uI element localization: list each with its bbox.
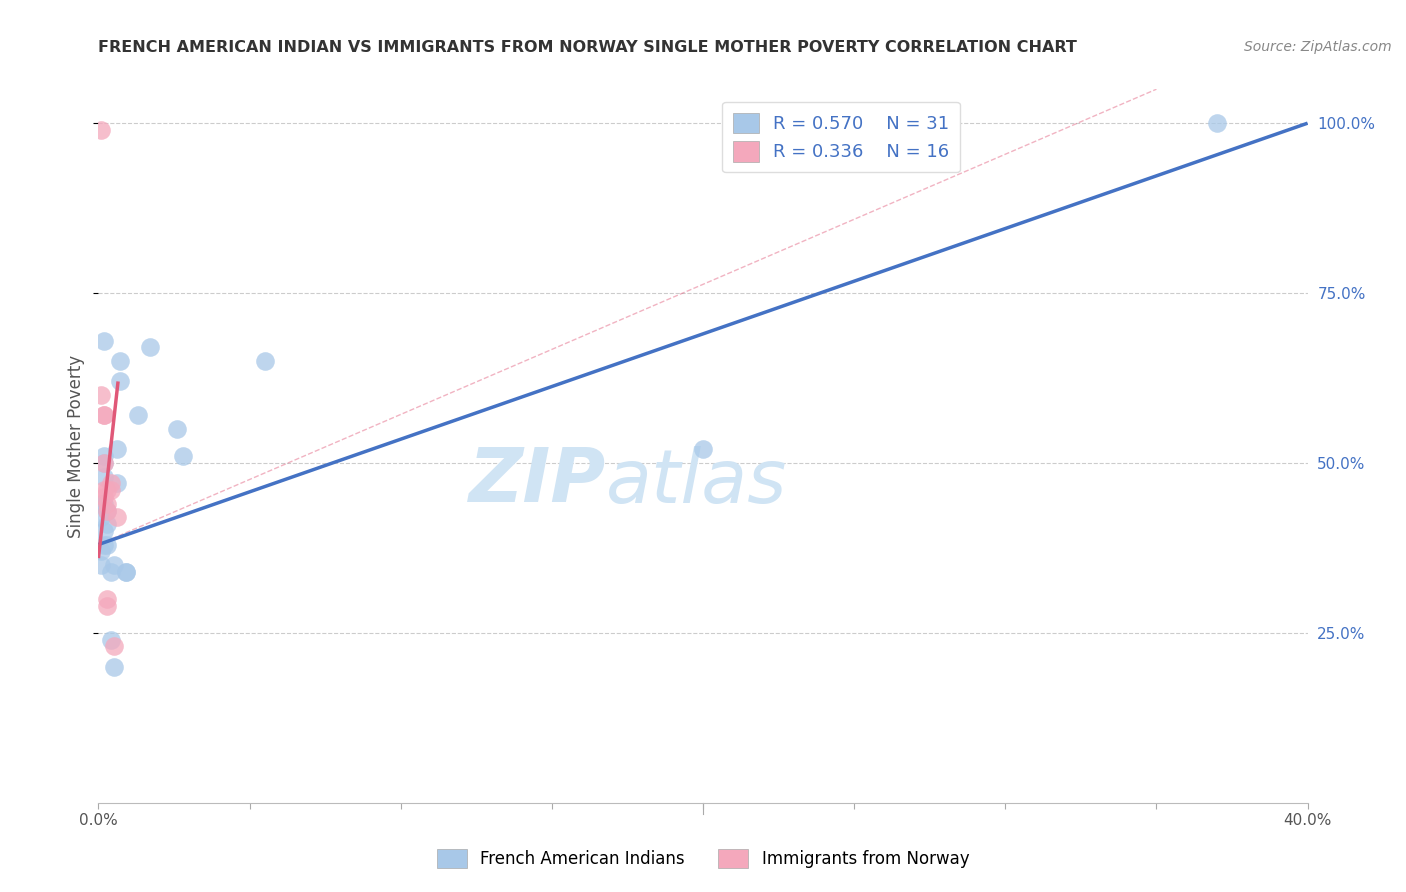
Point [90, 388, 112, 402]
Point [90, 558, 112, 572]
Point [93, 456, 115, 470]
Point [103, 660, 125, 674]
Point [93, 490, 115, 504]
Text: Source: ZipAtlas.com: Source: ZipAtlas.com [1244, 40, 1392, 54]
Point [100, 632, 122, 647]
Legend: R = 0.570    N = 31, R = 0.336    N = 16: R = 0.570 N = 31, R = 0.336 N = 16 [723, 102, 960, 172]
Point [108, 375, 131, 389]
Point [253, 354, 276, 368]
Text: atlas: atlas [606, 446, 787, 517]
Point [90, 497, 112, 511]
Point [96, 591, 118, 606]
Point [100, 476, 122, 491]
Point [96, 503, 118, 517]
Point [93, 409, 115, 423]
Point [93, 537, 115, 551]
Text: FRENCH AMERICAN INDIAN VS IMMIGRANTS FROM NORWAY SINGLE MOTHER POVERTY CORRELATI: FRENCH AMERICAN INDIAN VS IMMIGRANTS FRO… [98, 40, 1077, 55]
Point [93, 524, 115, 538]
Point [93, 497, 115, 511]
Point [90, 544, 112, 558]
Point [100, 565, 122, 579]
Point [105, 442, 128, 457]
Point [96, 483, 118, 498]
Point [96, 503, 118, 517]
Point [93, 456, 115, 470]
Point [127, 409, 149, 423]
Point [93, 449, 115, 463]
Y-axis label: Single Mother Poverty: Single Mother Poverty [67, 354, 86, 538]
Point [166, 422, 188, 436]
Point [114, 565, 136, 579]
Point [1206, 116, 1229, 130]
Point [100, 483, 122, 498]
Text: ZIP: ZIP [470, 445, 606, 518]
Point [105, 476, 128, 491]
Point [93, 334, 115, 348]
Point [692, 442, 714, 457]
Point [108, 354, 131, 368]
Point [96, 599, 118, 613]
Point [139, 341, 162, 355]
Point [172, 449, 194, 463]
Point [96, 537, 118, 551]
Point [93, 409, 115, 423]
Point [96, 497, 118, 511]
Point [90, 123, 112, 137]
Point [105, 510, 128, 524]
Point [93, 469, 115, 483]
Point [114, 565, 136, 579]
Point [103, 640, 125, 654]
Point [90, 510, 112, 524]
Point [96, 517, 118, 532]
Legend: French American Indians, Immigrants from Norway: French American Indians, Immigrants from… [430, 842, 976, 875]
Point [103, 558, 125, 572]
Point [93, 483, 115, 498]
